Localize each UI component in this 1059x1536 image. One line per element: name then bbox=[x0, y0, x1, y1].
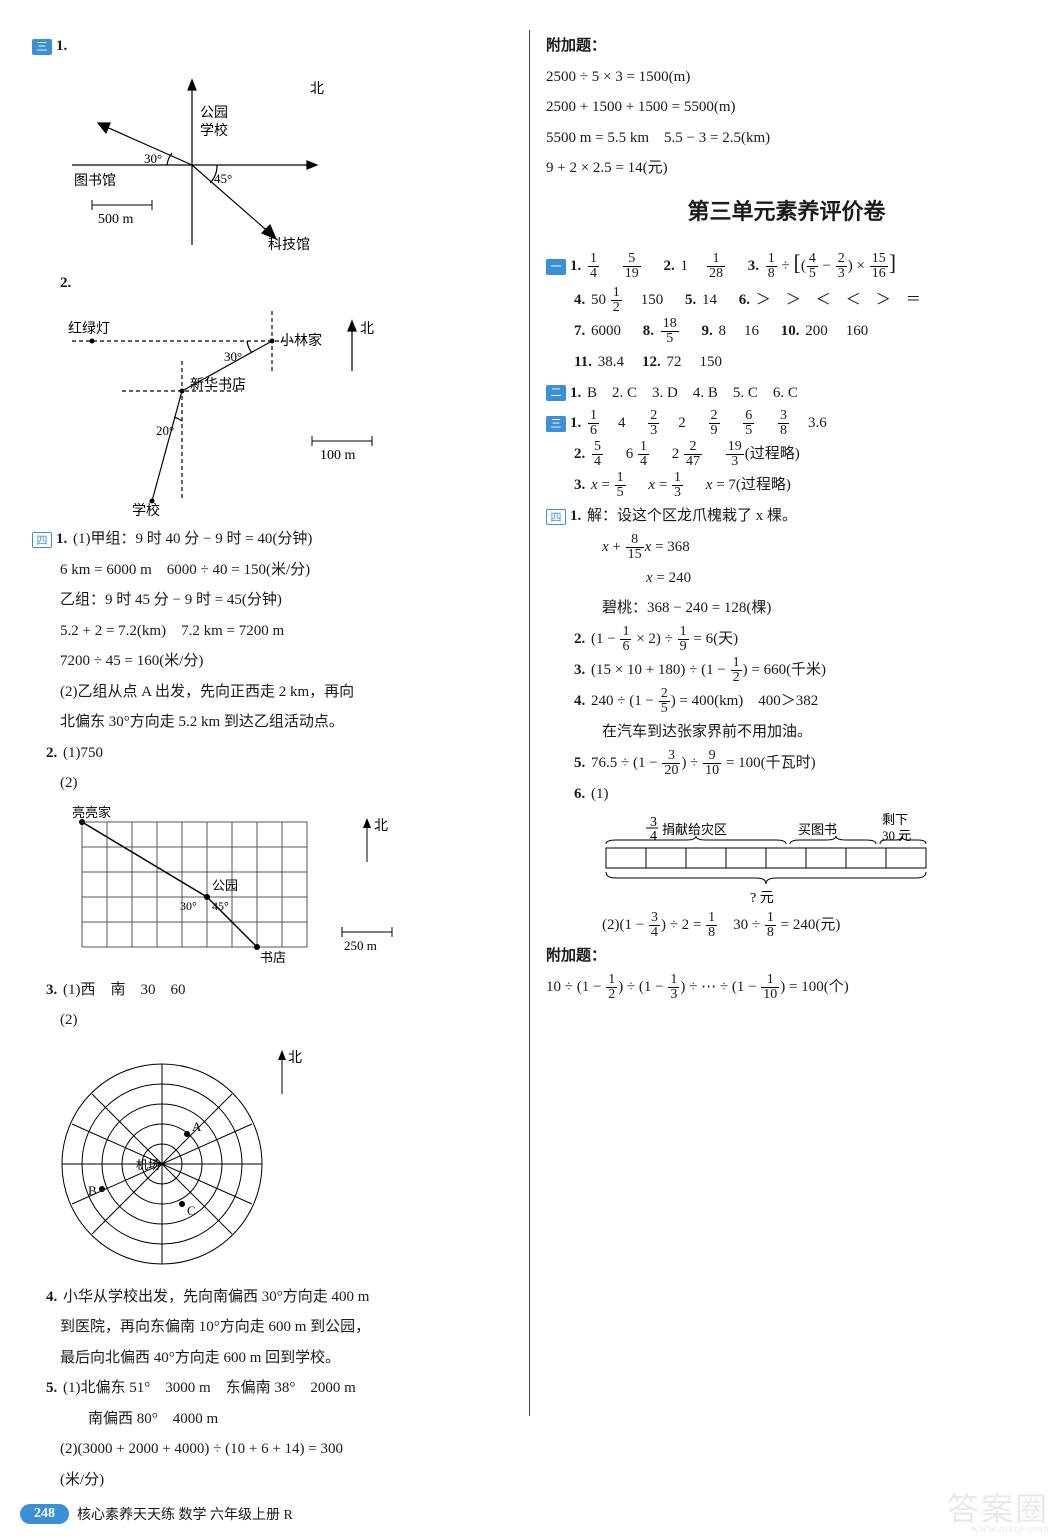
label-north: 北 bbox=[310, 81, 324, 97]
svg-text:4: 4 bbox=[650, 829, 657, 844]
s4r-q5: 5. 76.5 ÷ (1 − 320) ÷ 910 = 100(千瓦时) bbox=[546, 749, 1027, 778]
svg-text:机场: 机场 bbox=[136, 1158, 160, 1172]
svg-text:30 元: 30 元 bbox=[882, 828, 911, 843]
text: (米/分) bbox=[32, 1466, 513, 1495]
svg-text:公园: 公园 bbox=[200, 106, 228, 121]
page-footer: 248 核心素养天天练 数学 六年级上册 R bbox=[20, 1504, 1039, 1524]
section-icon-4: 四 bbox=[32, 532, 52, 548]
diagram-grid: 亮亮家 公园 书店 30° 45° 北 250 m bbox=[32, 802, 513, 972]
svg-text:500 m: 500 m bbox=[98, 212, 134, 227]
text: 5.2 + 2 = 7.2(km) 7.2 km = 7200 m bbox=[32, 617, 513, 646]
s4r-q6: 6. (1) bbox=[546, 780, 1027, 809]
text: 到医院，再向东偏南 10°方向走 600 m 到公园， bbox=[32, 1313, 513, 1342]
svg-text:100 m: 100 m bbox=[320, 448, 356, 463]
diagram-compass-2: 北 红绿灯 小林家 新华书店 学校 30° 20° 100 m bbox=[32, 301, 513, 521]
s1-line1: 一1. 14 519 2. 1128 3. 18 ÷ [(45 − 23) × … bbox=[546, 242, 1027, 284]
svg-text:买图书: 买图书 bbox=[798, 822, 837, 837]
svg-text:小林家: 小林家 bbox=[280, 332, 322, 349]
svg-text:剩下: 剩下 bbox=[882, 812, 908, 827]
s1-line4: 11. 38.412. 72150 bbox=[546, 348, 1027, 377]
text: (1)西 南 30 60 bbox=[63, 982, 186, 998]
section-4-header: 四1. (1)甲组：9 时 40 分 − 9 时 = 40(分钟) bbox=[32, 525, 513, 554]
section-icon-4r: 四 bbox=[546, 509, 566, 525]
section-3-header: 三1. bbox=[32, 32, 513, 61]
svg-text:250 m: 250 m bbox=[344, 938, 377, 953]
svg-text:? 元: ? 元 bbox=[750, 891, 774, 906]
text: 7200 ÷ 45 = 160(米/分) bbox=[32, 647, 513, 676]
text: (1)甲组：9 时 40 分 − 9 时 = 40(分钟) bbox=[73, 531, 312, 547]
text: (1)北偏东 51° 3000 m 东偏南 38° 2000 m bbox=[63, 1380, 356, 1396]
s3-line3: 3. x = 15 x = 13 x = 7(过程略) bbox=[546, 471, 1027, 500]
svg-text:A: A bbox=[192, 1119, 202, 1134]
section-icon-2: 二 bbox=[546, 385, 566, 401]
text: 2500 + 1500 + 1500 = 5500(m) bbox=[546, 93, 1027, 122]
svg-text:北: 北 bbox=[360, 321, 374, 337]
bar-diagram: 3 4 捐献给灾区 买图书 剩下 30 元 bbox=[586, 812, 1027, 907]
text: 6 km = 6000 m 6000 ÷ 40 = 150(米/分) bbox=[32, 556, 513, 585]
section-icon-3: 三 bbox=[32, 39, 52, 55]
text: 2500 ÷ 5 × 3 = 1500(m) bbox=[546, 63, 1027, 92]
svg-text:红绿灯: 红绿灯 bbox=[68, 321, 110, 337]
text: (1)750 bbox=[63, 745, 103, 761]
svg-text:45°: 45° bbox=[212, 899, 229, 913]
svg-text:公园: 公园 bbox=[212, 878, 238, 893]
svg-text:20°: 20° bbox=[156, 423, 174, 438]
svg-text:学校: 学校 bbox=[200, 122, 228, 139]
column-divider bbox=[529, 30, 530, 1416]
svg-text:学校: 学校 bbox=[132, 502, 160, 519]
svg-text:北: 北 bbox=[374, 818, 388, 834]
s3-line1: 三1. 164 232 29 65 383.6 bbox=[546, 409, 1027, 438]
text: (2)乙组从点 A 出发，先向正西走 2 km，再向 bbox=[32, 678, 513, 707]
right-column: 附加题： 2500 ÷ 5 × 3 = 1500(m) 2500 + 1500 … bbox=[534, 30, 1039, 1416]
text: 乙组：9 时 45 分 − 9 时 = 45(分钟) bbox=[32, 586, 513, 615]
svg-text:C: C bbox=[187, 1203, 196, 1218]
s4r-q3: 3. (15 × 10 + 180) ÷ (1 − 12) = 660(千米) bbox=[546, 656, 1027, 685]
left-column: 三1. 北 bbox=[20, 30, 525, 1416]
text: 碧桃：368 − 240 = 128(棵) bbox=[546, 594, 1027, 623]
diagram-compass-1: 北 公园 学校 图书馆 科技馆 30° 45° 500 m bbox=[32, 65, 513, 265]
svg-text:科技馆: 科技馆 bbox=[268, 237, 310, 253]
svg-text:新华书店: 新华书店 bbox=[190, 377, 246, 393]
svg-text:亮亮家: 亮亮家 bbox=[72, 805, 111, 820]
svg-text:45°: 45° bbox=[214, 171, 232, 186]
diagram-radar: A B C 机场 北 bbox=[32, 1039, 513, 1279]
svg-text:图书馆: 图书馆 bbox=[74, 173, 116, 189]
text: 在汽车到达张家界前不用加油。 bbox=[546, 718, 1027, 747]
section-icon-3r: 三 bbox=[546, 416, 566, 432]
book-title: 核心素养天天练 数学 六年级上册 R bbox=[77, 1504, 293, 1524]
page-number: 248 bbox=[20, 1504, 69, 1524]
unit-title: 第三单元素养评价卷 bbox=[546, 191, 1027, 233]
s4r-q1: 四1. 解：设这个区龙爪槐栽了 x 棵。 bbox=[546, 502, 1027, 531]
text: 9 + 2 × 2.5 = 14(元) bbox=[546, 154, 1027, 183]
svg-text:30°: 30° bbox=[144, 151, 162, 166]
svg-text:书店: 书店 bbox=[260, 950, 286, 965]
text: 南偏西 80° 4000 m bbox=[32, 1405, 513, 1434]
extra-title: 附加题： bbox=[546, 38, 606, 54]
svg-text:北: 北 bbox=[288, 1050, 302, 1066]
s4r-q4: 4. 240 ÷ (1 − 25) = 400(km) 400＞382 bbox=[546, 687, 1027, 716]
svg-text:30°: 30° bbox=[224, 349, 242, 364]
eq: x = 240 bbox=[546, 564, 1027, 593]
s3-line2: 2. 54 6 14 2 247 193(过程略) bbox=[546, 440, 1027, 469]
svg-text:B: B bbox=[88, 1183, 97, 1198]
s1-line3: 7. 6000 8. 185 9. 816 10. 200160 bbox=[546, 317, 1027, 346]
section-icon-1: 一 bbox=[546, 259, 566, 275]
text: 最后向北偏西 40°方向走 600 m 回到学校。 bbox=[32, 1344, 513, 1373]
extra2-line: 10 ÷ (1 − 12) ÷ (1 − 13) ÷ ⋯ ÷ (1 − 110)… bbox=[546, 973, 1027, 1002]
text: 5500 m = 5.5 km 5.5 − 3 = 2.5(km) bbox=[546, 124, 1027, 153]
q2-label: 2. bbox=[32, 269, 513, 298]
eq: x + 815x = 368 bbox=[546, 533, 1027, 562]
extra2-title: 附加题： bbox=[546, 948, 606, 964]
text: 小华从学校出发，先向南偏西 30°方向走 400 m bbox=[63, 1289, 369, 1305]
s2-line: 二1. B 2. C 3. D 4. B 5. C 6. C bbox=[546, 379, 1027, 408]
text: 北偏东 30°方向走 5.2 km 到达乙组活动点。 bbox=[32, 708, 513, 737]
s1-line2: 4. 50 12150 5. 14 6. ＞ ＞ ＜ ＜ ＞ ＝ bbox=[546, 286, 1027, 315]
svg-text:30°: 30° bbox=[180, 899, 197, 913]
watermark-url: www.mxqe.com bbox=[970, 1521, 1049, 1536]
text: (2)(3000 + 2000 + 4000) ÷ (10 + 6 + 14) … bbox=[32, 1435, 513, 1464]
s4r-q2: 2. (1 − 16 × 2) ÷ 19 = 6(天) bbox=[546, 625, 1027, 654]
s4r-q6-2: (2)(1 − 34) ÷ 2 = 18 30 ÷ 18 = 240(元) bbox=[546, 911, 1027, 940]
svg-text:捐献给灾区: 捐献给灾区 bbox=[662, 822, 727, 837]
